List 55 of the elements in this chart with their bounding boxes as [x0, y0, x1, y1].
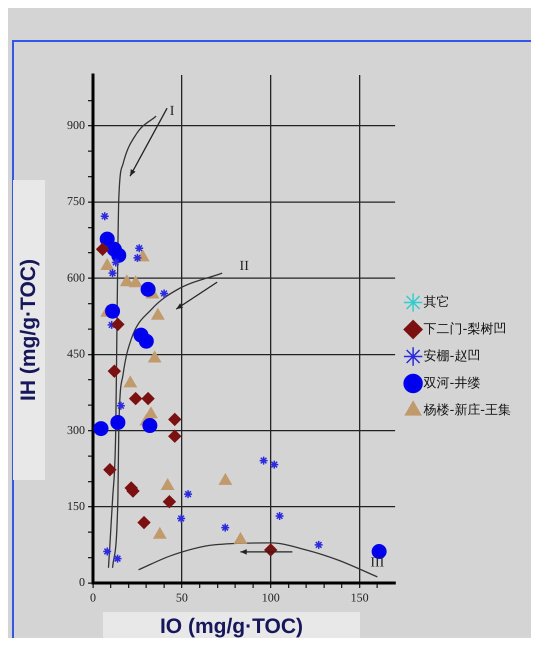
y-tick-label: 450 [67, 346, 85, 361]
point [111, 248, 126, 263]
y-tick-label: 600 [67, 270, 85, 284]
point [116, 400, 126, 410]
point [111, 318, 124, 331]
point [102, 546, 112, 556]
point [138, 334, 154, 349]
x-tick-label: 0 [90, 590, 96, 604]
point [274, 511, 284, 521]
point [138, 516, 151, 530]
point [129, 392, 142, 406]
point [314, 540, 324, 550]
point [105, 304, 120, 319]
point [183, 489, 193, 499]
annotation: III [370, 556, 385, 571]
x-tick-label: 50 [176, 590, 188, 604]
point [132, 253, 142, 263]
point [93, 421, 108, 436]
point [142, 392, 155, 406]
point [103, 463, 116, 476]
point [111, 258, 120, 268]
legend-label: 杨楼-新庄-王集 [422, 402, 512, 418]
y-tick-label: 900 [67, 118, 85, 132]
x-axis-title: IO (mg/g·TOC) [103, 612, 360, 638]
point [142, 418, 158, 434]
point [258, 456, 268, 466]
y-tick-label: 150 [67, 498, 85, 513]
x-tick-label: 100 [262, 590, 280, 604]
y-tick-label: 750 [67, 194, 85, 208]
point [140, 282, 156, 297]
point [220, 522, 230, 532]
point [112, 554, 122, 564]
point [110, 414, 126, 430]
annotation: I [170, 104, 175, 119]
legend-label: 其它 [424, 294, 450, 310]
y-tick-label: 0 [79, 575, 85, 590]
annotation: II [240, 258, 250, 274]
y-axis-title: IH (mg/g·TOC) [17, 259, 41, 401]
legend-label: 双河-井缕 [424, 376, 480, 391]
point [100, 258, 114, 270]
point [108, 364, 121, 378]
point [176, 514, 186, 524]
point [168, 412, 182, 426]
point [108, 268, 118, 278]
point [168, 430, 182, 443]
point [159, 288, 169, 298]
point [134, 243, 144, 253]
point [96, 242, 110, 256]
legend-label: 安棚-赵凹 [424, 348, 480, 364]
point [100, 211, 110, 221]
point [270, 460, 280, 470]
point [162, 495, 176, 508]
legend-label: 下二门-梨树凹 [424, 320, 506, 337]
y-tick-label: 300 [67, 422, 85, 437]
x-tick-label: 150 [350, 590, 369, 604]
